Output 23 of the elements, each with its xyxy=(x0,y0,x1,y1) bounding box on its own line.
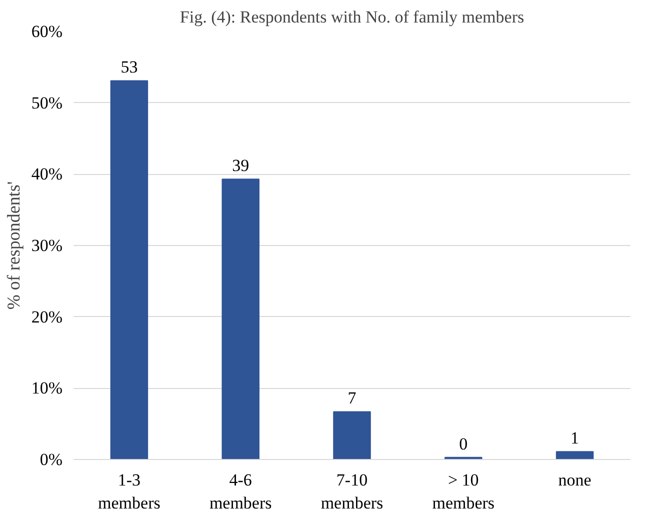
bar xyxy=(333,411,371,460)
y-tick-label: 0% xyxy=(40,450,63,469)
bar xyxy=(110,80,148,460)
data-label: 7 xyxy=(348,388,357,408)
y-tick-label: 50% xyxy=(31,93,63,112)
y-tick-label: 60% xyxy=(31,22,63,41)
bar xyxy=(222,178,260,460)
x-tick-label: 4-6 members xyxy=(209,470,272,512)
bar xyxy=(556,451,594,460)
y-tick-label: 40% xyxy=(31,164,63,184)
y-tick-label: 30% xyxy=(31,236,63,255)
x-tick-label: > 10 members xyxy=(432,470,495,512)
data-label: 1 xyxy=(570,428,580,448)
data-label: 53 xyxy=(120,58,138,77)
x-tick-label: none xyxy=(558,470,592,490)
data-label: 0 xyxy=(459,434,468,454)
y-tick-label: 10% xyxy=(31,378,63,398)
x-tick-label: 7-10 members xyxy=(320,470,384,512)
chart-title: Fig. (4): Respondents with No. of family members xyxy=(180,8,524,26)
data-label: 39 xyxy=(232,156,250,176)
y-tick-label: 20% xyxy=(31,307,63,326)
y-axis-title: % of respondents' xyxy=(3,181,24,310)
x-tick-label: 1-3 members xyxy=(98,470,160,512)
